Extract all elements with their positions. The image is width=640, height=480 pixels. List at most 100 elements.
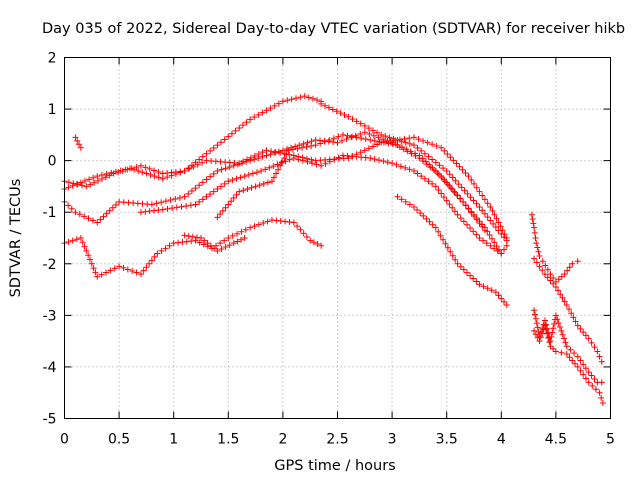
- data-point: [580, 329, 587, 336]
- data-point: [437, 232, 444, 239]
- data-point: [528, 211, 535, 218]
- series-track-14: [531, 307, 605, 386]
- data-point: [252, 183, 259, 190]
- data-point: [279, 98, 286, 105]
- data-point: [115, 169, 122, 176]
- data-point: [194, 161, 201, 168]
- data-point: [188, 188, 195, 195]
- data-point: [247, 154, 254, 161]
- data-point: [275, 148, 282, 155]
- data-point: [260, 180, 267, 187]
- data-point: [435, 228, 442, 235]
- data-point: [394, 193, 401, 200]
- data-point: [234, 230, 241, 237]
- data-point: [537, 329, 544, 336]
- data-point: [429, 221, 436, 228]
- data-point: [438, 174, 445, 181]
- data-point: [473, 278, 480, 285]
- x-tick-label: 0.5: [108, 432, 130, 448]
- data-point: [414, 170, 421, 177]
- data-point: [83, 247, 90, 254]
- data-point: [484, 200, 491, 207]
- data-point: [222, 165, 229, 172]
- data-point: [454, 211, 461, 218]
- data-point: [455, 181, 462, 188]
- data-point: [299, 157, 306, 164]
- data-point: [288, 96, 295, 103]
- data-point: [317, 140, 324, 147]
- data-point: [380, 158, 387, 165]
- data-point: [357, 130, 364, 137]
- data-point: [172, 195, 179, 202]
- data-point: [262, 166, 269, 173]
- data-point: [95, 177, 102, 184]
- data-point: [349, 133, 356, 140]
- data-point: [233, 191, 240, 198]
- data-point: [89, 217, 96, 224]
- data-points: [61, 93, 606, 407]
- data-point: [549, 329, 556, 336]
- data-point: [177, 168, 184, 175]
- data-point: [192, 201, 199, 208]
- data-point: [225, 235, 232, 241]
- data-point: [559, 294, 566, 301]
- data-point: [530, 220, 537, 227]
- data-point: [457, 195, 464, 202]
- data-point: [167, 197, 174, 204]
- data-point: [543, 326, 550, 333]
- data-point: [158, 199, 165, 206]
- data-point: [310, 239, 317, 246]
- data-point: [318, 162, 325, 169]
- data-point: [344, 132, 351, 139]
- data-point: [582, 375, 589, 382]
- data-point: [282, 158, 289, 165]
- series-track-7: [61, 216, 325, 280]
- data-point: [492, 224, 499, 231]
- data-point: [563, 351, 570, 358]
- data-point: [228, 198, 235, 205]
- data-point: [450, 188, 457, 195]
- data-point: [442, 240, 449, 247]
- y-tick-label: -2: [43, 257, 57, 273]
- data-point: [307, 237, 314, 244]
- data-point: [561, 298, 568, 305]
- data-point: [305, 94, 312, 101]
- data-point: [547, 277, 554, 284]
- data-point: [498, 295, 505, 302]
- data-point: [142, 164, 149, 171]
- data-point: [416, 152, 423, 159]
- data-point: [462, 202, 469, 209]
- data-point: [218, 139, 225, 146]
- data-point: [488, 287, 495, 294]
- series-track-9: [394, 193, 510, 309]
- data-point: [463, 221, 470, 228]
- data-point: [295, 156, 302, 163]
- data-point: [146, 208, 153, 215]
- data-point: [465, 205, 472, 212]
- data-point: [139, 169, 146, 176]
- data-point: [259, 153, 266, 160]
- data-point: [467, 272, 474, 279]
- data-point: [86, 176, 93, 183]
- data-point: [244, 186, 251, 193]
- data-point: [577, 367, 584, 374]
- data-point: [473, 215, 480, 222]
- y-tick-label: 1: [48, 102, 57, 118]
- data-point: [263, 152, 270, 159]
- data-point: [444, 151, 451, 158]
- data-point: [263, 147, 270, 154]
- data-point: [183, 238, 190, 245]
- data-point: [86, 256, 93, 263]
- data-point: [297, 226, 304, 233]
- data-point: [435, 186, 442, 193]
- data-point: [561, 335, 568, 342]
- data-point: [170, 240, 177, 247]
- data-point: [574, 258, 581, 265]
- grid-lines: [64, 57, 611, 419]
- data-point: [361, 147, 368, 154]
- data-point: [476, 218, 483, 225]
- data-point: [470, 197, 477, 204]
- data-point: [98, 271, 105, 278]
- data-point: [494, 247, 501, 254]
- data-point: [371, 156, 378, 163]
